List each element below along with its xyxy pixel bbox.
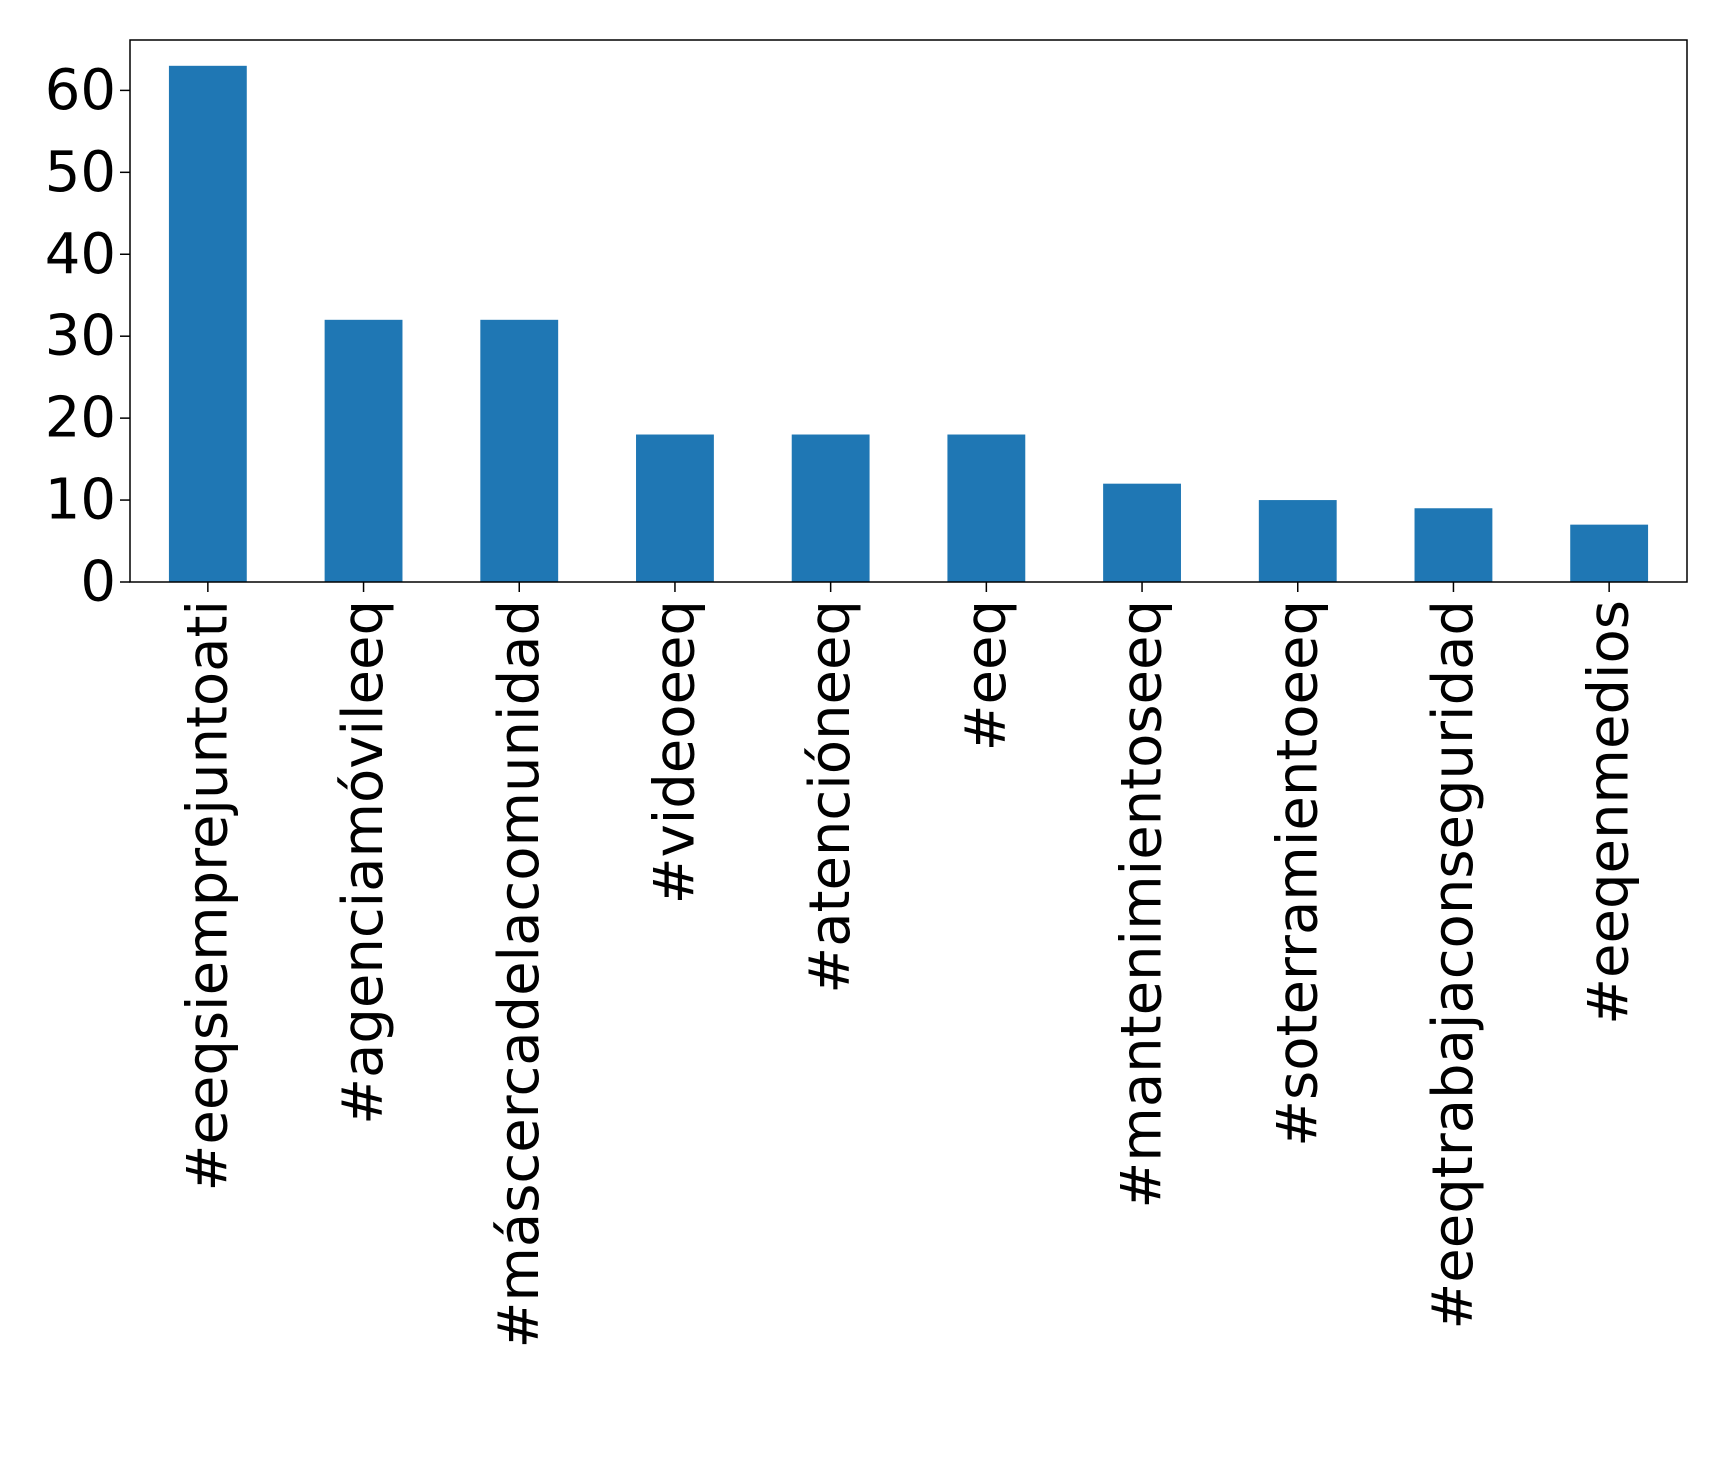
- bar-5: [947, 434, 1026, 582]
- y-tick-label-3: 30: [45, 304, 116, 369]
- x-tick-label-8: #eeqtrabajaconseguridad: [1421, 600, 1486, 1330]
- bar-8: [1414, 508, 1493, 582]
- bar-7: [1258, 500, 1337, 582]
- x-tick-label-9: #eeqenmedios: [1577, 600, 1642, 1025]
- plot-frame: [129, 39, 1688, 583]
- x-tick-label-0: #eeqsiemprejuntoati: [175, 600, 240, 1192]
- bar-4: [791, 434, 870, 582]
- y-tick-label-0: 0: [80, 550, 116, 615]
- bars-layer: [168, 65, 1649, 583]
- bar-3: [636, 434, 714, 582]
- x-axis: #eeqsiemprejuntoati #agenciamóvileeq #másc…: [175, 582, 1642, 1349]
- y-axis: 0 10 20 30 40 50 60: [45, 58, 130, 615]
- bar-2: [480, 319, 559, 582]
- bar-1: [324, 319, 403, 582]
- y-tick-label-4: 40: [45, 222, 116, 287]
- y-tick-label-2: 20: [45, 386, 116, 451]
- bar-6: [1103, 483, 1181, 582]
- x-tick-label-3: #videoeeq: [642, 600, 707, 904]
- y-tick-label-6: 60: [45, 58, 116, 123]
- x-tick-label-5: #eeq: [954, 600, 1019, 751]
- y-tick-label-1: 10: [45, 468, 116, 533]
- x-tick-label-7: #soterramientoeeq: [1265, 600, 1330, 1147]
- x-tick-label-2: #máscercadelacomunidad: [487, 600, 552, 1349]
- bar-9: [1570, 524, 1649, 582]
- x-tick-label-6: #mantenimientoseeq: [1110, 600, 1175, 1209]
- bar-0: [168, 65, 247, 583]
- x-tick-label-4: #atencióneeq: [798, 600, 863, 994]
- y-tick-label-5: 50: [45, 140, 116, 205]
- x-tick-label-1: #agenciamóvileeq: [331, 600, 396, 1125]
